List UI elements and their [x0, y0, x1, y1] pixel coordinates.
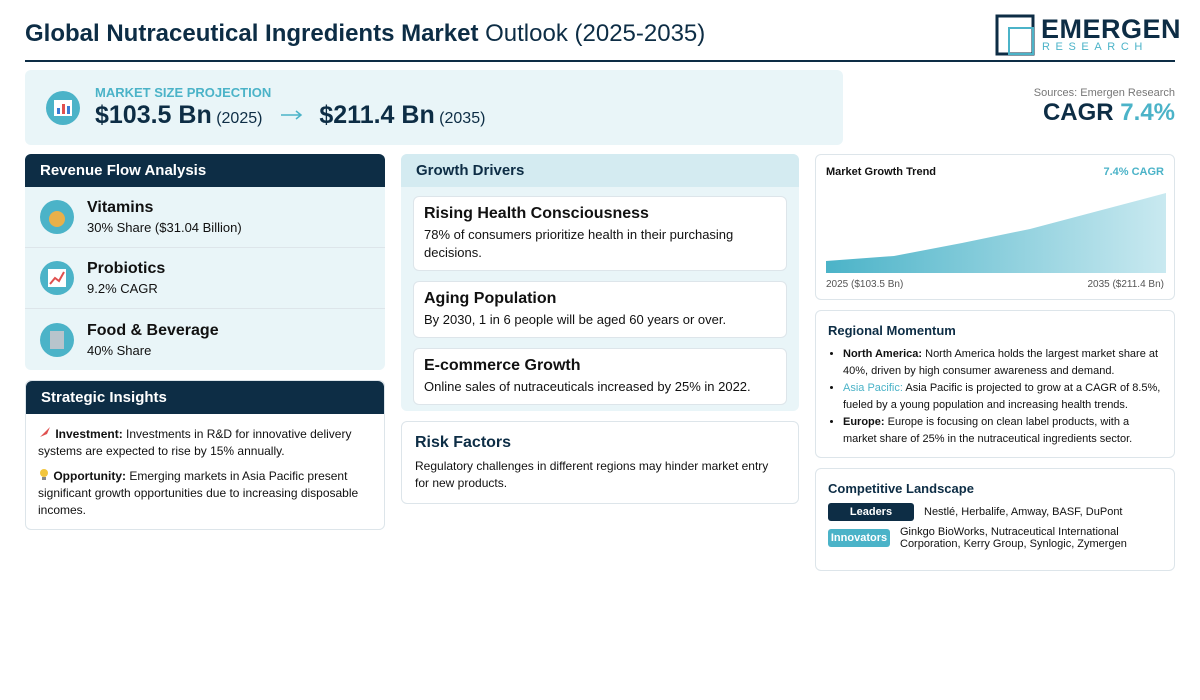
insight-label: Opportunity:	[53, 469, 126, 483]
trend-area	[826, 193, 1166, 273]
revenue-item: Probiotics 9.2% CAGR	[25, 248, 385, 309]
group-companies: Ginkgo BioWorks, Nutraceutical Internati…	[900, 526, 1127, 550]
icon	[40, 261, 74, 295]
driver-title: E-commerce Growth	[424, 357, 581, 374]
rocket-icon	[40, 427, 50, 437]
trend-card: Market Growth Trend 7.4% CAGR 2025 ($103…	[815, 154, 1175, 300]
group-label: Leaders	[828, 503, 914, 521]
region-name: Asia Pacific:	[843, 382, 903, 394]
item-detail: 9.2% CAGR	[87, 281, 158, 296]
driver-text: By 2030, 1 in 6 people will be aged 60 y…	[424, 312, 727, 327]
icon	[40, 200, 74, 234]
item-detail: 40% Share	[87, 342, 152, 358]
item-name: Food & Beverage	[87, 321, 219, 339]
driver: E-commerce Growth Online sales of nutrace…	[413, 348, 787, 405]
insight-label: Investment:	[55, 427, 123, 441]
bulb-icon	[40, 469, 48, 480]
region-name: Europe:	[843, 416, 885, 428]
trend-badge: 7.4% CAGR	[1103, 166, 1164, 178]
header-rule	[25, 60, 1175, 62]
insight-text: Emerging markets in Asia Pacific present…	[38, 469, 359, 517]
trend-title: Market Growth Trend	[826, 166, 937, 178]
item-detail: 30% Share ($31.04 Billion)	[87, 220, 242, 235]
driver-title: Aging Population	[424, 290, 557, 307]
title-rest: Outlook (2025-2035)	[485, 20, 706, 47]
region-text: North America holds the largest market s…	[843, 348, 1159, 377]
group-companies: Nestlé, Herbalife, Amway, BASF, DuPont	[924, 505, 1123, 518]
summary-box: MARKET SIZE PROJECTION $103.5 Bn (2025) …	[25, 70, 843, 145]
revenue-flow: Revenue Flow Analysis Vitamins 30% Share …	[25, 154, 385, 370]
icon	[40, 322, 74, 357]
insight: Investment: Investments in R&D for innov…	[38, 426, 372, 460]
insight: Opportunity: Emerging markets in Asia Pa…	[38, 468, 372, 519]
region: Asia Pacific: Asia Pacific is projected …	[843, 380, 1162, 414]
cagr-label: CAGR	[1042, 99, 1114, 126]
page-title: Global Nutraceutical Ingredients Market …	[25, 20, 705, 48]
end-value: $211.4 Bn	[319, 101, 435, 129]
summary-label: MARKET SIZE PROJECTION	[95, 85, 272, 100]
logo-sub: RESEARCH	[1042, 41, 1148, 53]
section-title: Revenue Flow Analysis	[25, 154, 385, 187]
trend-start: 2025 ($103.5 Bn)	[826, 279, 904, 290]
end-year: (2035)	[439, 110, 486, 127]
start-year: (2025)	[216, 110, 263, 127]
section-title: Strategic Insights	[26, 381, 384, 414]
competitive-landscape: Competitive Landscape Leaders Nestlé, Her…	[815, 468, 1175, 571]
section-title: Regional Momentum	[828, 323, 956, 338]
driver: Aging Population By 2030, 1 in 6 people w…	[413, 281, 787, 338]
item-name: Vitamins	[87, 199, 154, 216]
insight-text: Investments in R&D for innovative delive…	[38, 427, 352, 458]
section-title: Growth Drivers	[401, 154, 799, 187]
title-bold: Global Nutraceutical Ingredients Market	[25, 20, 479, 47]
trend-end: 2035 ($211.4 Bn)	[1087, 279, 1164, 290]
group-label: Innovators	[828, 529, 890, 547]
driver-title: Rising Health Consciousness	[424, 205, 649, 222]
regional-momentum: Regional Momentum North America: North A…	[815, 310, 1175, 458]
arrow	[280, 110, 303, 120]
risk-factors: Risk Factors Regulatory challenges in di…	[401, 421, 799, 504]
region-text: Europe is focusing on clean label produc…	[843, 416, 1133, 445]
logo: EMERGEN RESEARCH	[995, 14, 1181, 56]
logo-mark	[995, 14, 1035, 56]
summary-values: $103.5 Bn (2025) $211.4 Bn (2035)	[95, 101, 485, 130]
section-title: Risk Factors	[415, 434, 512, 451]
revenue-item: Vitamins 30% Share ($31.04 Billion)	[25, 187, 385, 248]
source: Sources: Emergen Research	[1033, 87, 1175, 99]
driver-text: Online sales of nutraceuticals increased…	[424, 379, 751, 394]
growth-drivers: Growth Drivers Rising Health Consciousne…	[401, 154, 799, 411]
region-name: North America:	[843, 348, 923, 360]
insights-body: Investment: Investments in R&D for innov…	[26, 414, 384, 531]
summary-icon	[46, 91, 80, 125]
region: Europe: Europe is focusing on clean labe…	[843, 414, 1162, 448]
risk-text: Regulatory challenges in different regio…	[415, 459, 769, 490]
cagr-block: Sources: Emergen Research CAGR 7.4%	[1034, 87, 1175, 127]
group: Innovators Ginkgo BioWorks, Nutraceutical…	[828, 526, 1162, 550]
group: Leaders Nestlé, Herbalife, Amway, BASF, D…	[828, 503, 1162, 521]
driver: Rising Health Consciousness 78% of consum…	[413, 196, 787, 271]
region: North America: North America holds the l…	[843, 346, 1162, 380]
driver-text: 78% of consumers prioritize health in th…	[424, 227, 734, 260]
strategic-insights: Strategic Insights Investment: Investmen…	[25, 380, 385, 530]
cagr-value: 7.4%	[1120, 99, 1175, 126]
regional-list: North America: North America holds the l…	[828, 346, 1162, 448]
section-title: Competitive Landscape	[828, 481, 974, 496]
region-text: Asia Pacific is projected to grow at a C…	[843, 382, 1161, 411]
revenue-item: Food & Beverage 40% Share	[25, 309, 385, 370]
item-name: Probiotics	[87, 260, 166, 277]
logo-main: EMERGEN	[1041, 14, 1182, 44]
start-value: $103.5 Bn	[95, 101, 212, 129]
